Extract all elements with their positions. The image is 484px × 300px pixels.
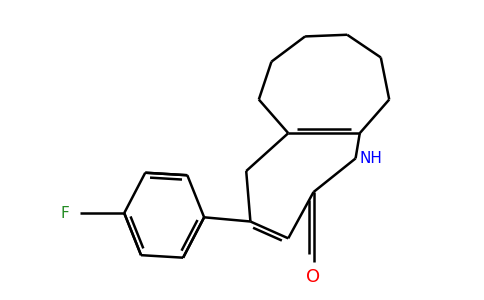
Text: F: F bbox=[60, 206, 69, 220]
Text: O: O bbox=[306, 268, 320, 286]
Text: NH: NH bbox=[359, 151, 382, 166]
